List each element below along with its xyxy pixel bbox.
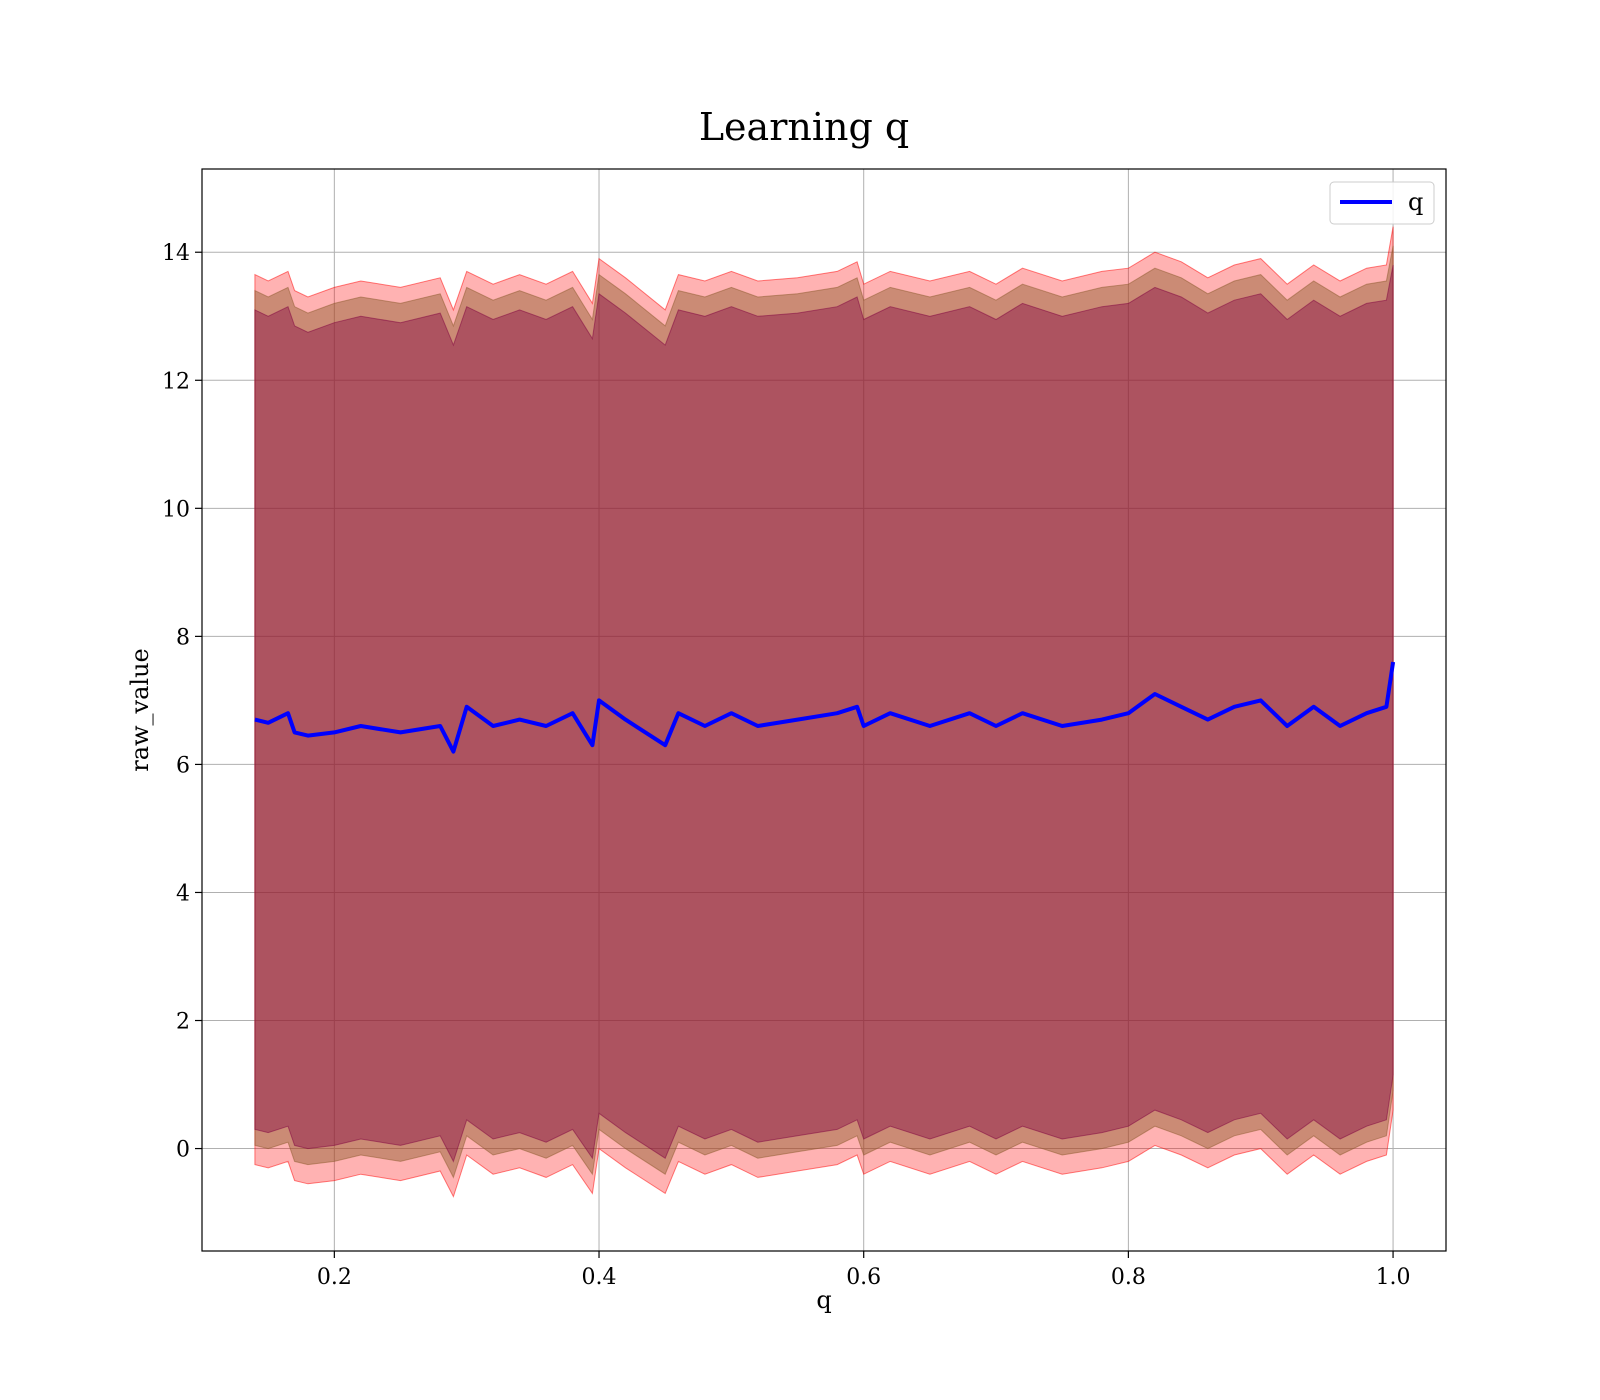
x-tick-label: 0.6: [846, 1265, 881, 1290]
legend: q: [1329, 181, 1435, 225]
y-tick-label: 2: [176, 1010, 190, 1035]
y-tick-label: 10: [162, 497, 190, 522]
x-axis-label: q: [816, 1286, 831, 1314]
y-tick-label: 8: [176, 625, 190, 650]
x-axis-ticks: 0.2 0.4 0.6 0.8 1.0: [317, 1251, 1411, 1290]
x-tick-label: 0.2: [317, 1265, 352, 1290]
x-tick-label: 0.4: [582, 1265, 617, 1290]
y-tick-label: 6: [176, 753, 190, 778]
y-axis-label: raw_value: [126, 648, 154, 772]
y-tick-label: 0: [176, 1138, 190, 1163]
y-axis-ticks: 0 2 4 6 8 10 12 14: [162, 241, 202, 1163]
band-outer: [254, 226, 1394, 1198]
y-tick-label: 4: [176, 881, 190, 906]
band-inner: [254, 264, 1394, 1163]
y-tick-label: 12: [162, 369, 190, 394]
plot-frame: [201, 168, 1447, 1252]
confidence-bands: [254, 226, 1394, 1198]
series-lines: [254, 661, 1396, 754]
band-middle: [254, 245, 1394, 1179]
chart-title: Learning q: [699, 105, 909, 149]
legend-label: q: [1408, 188, 1423, 216]
x-tick-label: 0.8: [1111, 1265, 1146, 1290]
x-tick-label: 1.0: [1376, 1265, 1411, 1290]
series-line-q: [254, 661, 1396, 754]
y-tick-label: 14: [162, 241, 190, 266]
